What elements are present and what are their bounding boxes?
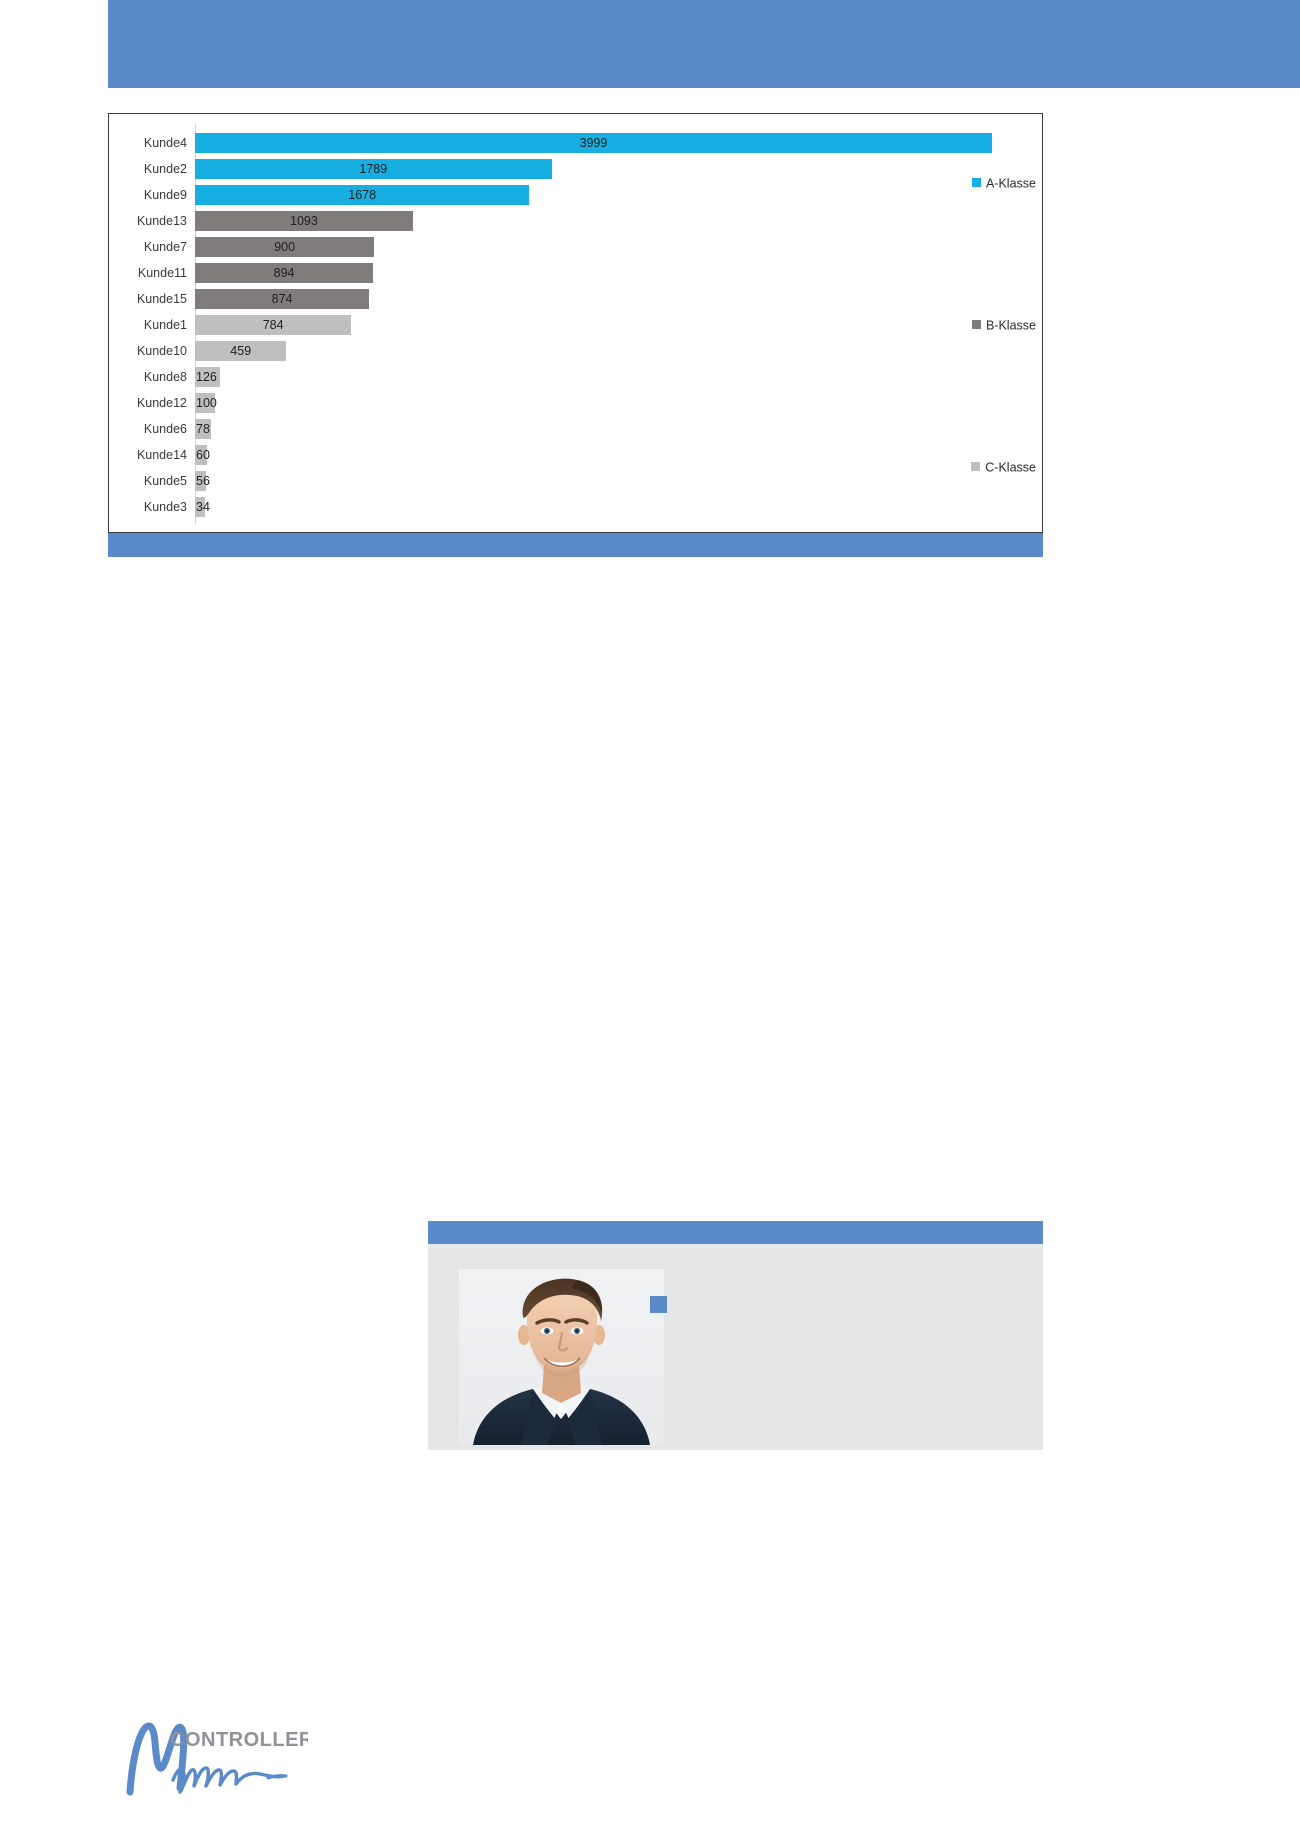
chart-footer-band	[108, 533, 1043, 557]
bar-row: Kunde11 894	[109, 260, 1042, 286]
bar-category-label: Kunde1	[143, 318, 187, 332]
bar-track: 100	[195, 390, 1042, 416]
author-card-body	[428, 1244, 1043, 1450]
bar-track: 784	[195, 312, 1042, 338]
bar-track: 1093	[195, 208, 1042, 234]
bar-rect-kunde1[interactable]	[195, 315, 352, 335]
bar-value-label: 784	[262, 318, 284, 332]
bar-track: 34	[195, 494, 1042, 520]
bar-value-label: 100	[196, 396, 217, 410]
bar-value-label: 126	[196, 370, 217, 384]
bar-track: 60	[195, 442, 1042, 468]
author-card	[428, 1221, 1043, 1450]
legend-swatch-icon	[971, 320, 981, 330]
bar-value-label: 1789	[359, 162, 388, 176]
bar-row: Kunde14 60	[109, 442, 1042, 468]
author-bullet-marker	[650, 1296, 667, 1313]
bar-category-label: Kunde5	[143, 474, 187, 488]
bar-row: Kunde12 100	[109, 390, 1042, 416]
bar-track: 874	[195, 286, 1042, 312]
bar-track: 56	[195, 468, 1042, 494]
bar-value-label: 78	[196, 422, 210, 436]
bar-value-label: 60	[196, 448, 210, 462]
bar-rect-kunde3[interactable]	[195, 497, 205, 517]
bar-row: Kunde15 874	[109, 286, 1042, 312]
bar-rect-kunde11[interactable]	[195, 263, 374, 283]
logo-word-top: CONTROLLER	[170, 1729, 308, 1751]
bar-row: Kunde10 459	[109, 338, 1042, 364]
legend-label: A-Klasse	[985, 176, 1036, 191]
author-portrait-photo	[459, 1269, 664, 1445]
bar-rect-kunde10[interactable]	[195, 341, 287, 361]
bar-category-label: Kunde2	[143, 162, 187, 176]
bar-row: Kunde13 1093	[109, 208, 1042, 234]
bar-rect-kunde8[interactable]	[195, 367, 221, 387]
bar-row: Kunde7 900	[109, 234, 1042, 260]
bar-row: Kunde4 3999	[109, 130, 1042, 156]
bar-row: Kunde2 1789	[109, 156, 1042, 182]
bar-rect-kunde2[interactable]	[195, 159, 552, 179]
bar-value-label: 1093	[290, 214, 318, 228]
bar-track: 126	[195, 364, 1042, 390]
bar-value-label: 56	[196, 474, 210, 488]
bar-rect-kunde12[interactable]	[195, 393, 215, 413]
bar-track: 459	[195, 338, 1042, 364]
bar-value-label: 1678	[348, 188, 377, 202]
bar-track: 3999	[195, 130, 1042, 156]
bar-category-label: Kunde3	[143, 500, 187, 514]
legend-item-c-klasse[interactable]: C-Klasse	[971, 459, 1036, 475]
legend-swatch-icon	[971, 462, 981, 472]
bar-value-label: 874	[271, 292, 293, 306]
bar-category-label: Kunde7	[143, 240, 187, 254]
bar-value-label: 459	[230, 344, 252, 358]
controller-magazin-logo: CONTROLLER	[118, 1706, 308, 1806]
bar-row: Kunde8 126	[109, 364, 1042, 390]
bar-category-label: Kunde8	[143, 370, 187, 384]
bar-row: Kunde5 56	[109, 468, 1042, 494]
bar-track: 900	[195, 234, 1042, 260]
bar-category-label: Kunde10	[136, 344, 187, 358]
bar-row: Kunde1 784	[109, 312, 1042, 338]
bar-value-label: 900	[274, 240, 296, 254]
bar-value-label: 34	[196, 500, 210, 514]
bar-category-label: Kunde4	[143, 136, 187, 150]
legend-item-a-klasse[interactable]: A-Klasse	[971, 175, 1036, 191]
bar-rect-kunde14[interactable]	[195, 445, 207, 465]
legend-item-b-klasse[interactable]: B-Klasse	[971, 317, 1036, 333]
bar-track: 1678	[195, 182, 1042, 208]
bar-category-label: Kunde15	[136, 292, 187, 306]
bar-rect-kunde5[interactable]	[195, 471, 207, 491]
author-card-header-band	[428, 1221, 1043, 1244]
page-header-band	[108, 0, 1300, 88]
bar-row: Kunde9 1678	[109, 182, 1042, 208]
bar-value-label: 3999	[579, 136, 608, 150]
bar-rect-kunde13[interactable]	[195, 211, 413, 231]
bar-row: Kunde6 78	[109, 416, 1042, 442]
legend-label: B-Klasse	[985, 318, 1036, 333]
bar-track: 78	[195, 416, 1042, 442]
bar-category-label: Kunde12	[136, 396, 187, 410]
bar-rect-kunde4[interactable]	[195, 133, 992, 153]
legend-swatch-icon	[971, 178, 981, 188]
bar-track: 1789	[195, 156, 1042, 182]
bar-category-label: Kunde13	[136, 214, 187, 228]
bar-rect-kunde15[interactable]	[195, 289, 370, 309]
bar-category-label: Kunde9	[143, 188, 187, 202]
bar-category-label: Kunde14	[136, 448, 187, 462]
legend-label: C-Klasse	[985, 460, 1036, 475]
bar-category-label: Kunde11	[137, 266, 187, 280]
bar-rect-kunde7[interactable]	[195, 237, 375, 257]
bar-value-label: 894	[273, 266, 295, 280]
chart-plot-area: Kunde4 3999 Kunde2 1789 Kunde9 1678 Kunde13 109…	[109, 114, 1042, 532]
bar-rect-kunde9[interactable]	[195, 185, 530, 205]
bar-category-label: Kunde6	[143, 422, 187, 436]
bar-chart-card: Kunde4 3999 Kunde2 1789 Kunde9 1678 Kunde13 109…	[108, 113, 1043, 533]
bar-rect-kunde6[interactable]	[195, 419, 211, 439]
bar-track: 894	[195, 260, 1042, 286]
bar-row: Kunde3 34	[109, 494, 1042, 520]
